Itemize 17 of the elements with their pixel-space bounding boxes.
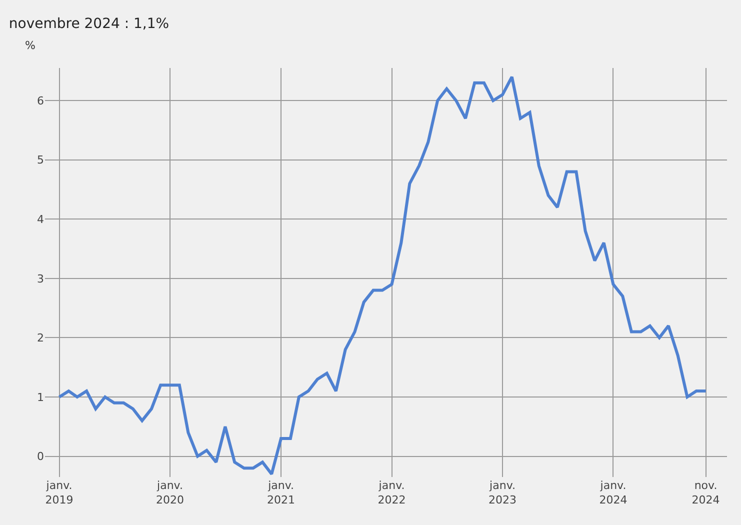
y-tick-label: 2 bbox=[37, 332, 44, 345]
x-tick-label: janv. 2023 bbox=[488, 479, 516, 506]
y-axis-title: % bbox=[25, 39, 36, 52]
line-series bbox=[58, 75, 708, 476]
x-tick-label: nov. 2024 bbox=[692, 479, 720, 506]
y-tick-label: 1 bbox=[37, 390, 44, 404]
y-tick-label: 0 bbox=[37, 450, 44, 464]
x-tick-label: janv. 2020 bbox=[156, 479, 184, 506]
x-tick-label: janv. 2024 bbox=[599, 479, 628, 506]
chart-subtitle: novembre 2024 : 1,1% bbox=[8, 16, 170, 32]
x-tick-label: janv. 2021 bbox=[267, 479, 296, 506]
x-tick-label: janv. 2022 bbox=[378, 479, 406, 506]
y-tick-label: 5 bbox=[37, 154, 44, 167]
x-tick-label: janv. 2019 bbox=[45, 479, 74, 506]
y-tick-label: 3 bbox=[37, 272, 44, 286]
y-tick-label: 6 bbox=[37, 94, 44, 108]
y-tick-label: 4 bbox=[37, 213, 44, 226]
